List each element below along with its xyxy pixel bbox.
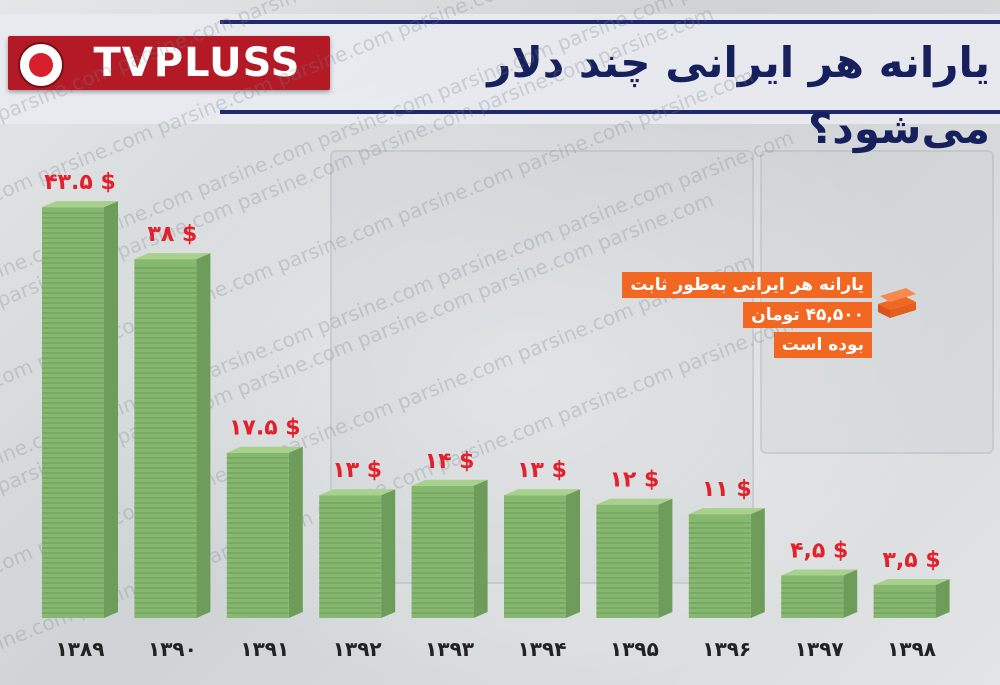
value-label: ۳,۵ $	[883, 548, 941, 573]
money-stack-icon	[878, 288, 916, 318]
x-tick-label: ۱۳۹۴	[518, 637, 567, 661]
x-tick-label: ۱۳۹۰	[148, 637, 197, 661]
x-tick-label: ۱۳۹۸	[887, 637, 936, 661]
bar	[596, 504, 659, 618]
chart-title: یارانه هر ایرانی چند دلار می‌شود؟	[487, 38, 990, 153]
bar-top	[319, 489, 396, 496]
header-stripe-top	[220, 20, 1000, 24]
bar-side	[104, 201, 118, 618]
x-tick-label: ۱۳۹۳	[425, 637, 474, 661]
bar-top	[411, 479, 488, 486]
annotation-line: یارانه هر ایرانی به‌طور ثابت	[622, 272, 872, 298]
brand-name: TVPLUSS	[93, 40, 301, 86]
x-tick-label: ۱۳۹۱	[240, 637, 289, 661]
value-label: ۱۱ $	[702, 477, 752, 502]
bar-top	[226, 446, 303, 453]
bar-side	[196, 253, 211, 618]
bar-side	[381, 489, 396, 618]
bar-top	[873, 578, 950, 585]
bar-side	[288, 446, 303, 618]
x-tick-label: ۱۳۹۵	[610, 637, 659, 661]
bar-side	[935, 578, 950, 618]
bar-side	[658, 498, 673, 618]
bar	[134, 259, 197, 618]
bar	[42, 207, 104, 618]
bar	[504, 495, 566, 618]
value-label: ۱۷.۵ $	[229, 416, 301, 441]
bar	[226, 452, 289, 618]
bar	[873, 584, 936, 618]
value-label: ۱۳ $	[517, 458, 567, 483]
bar-top	[42, 201, 118, 208]
bar-side	[566, 489, 580, 618]
watermark-text: parsine.com parsine.com parsine.com pars…	[0, 311, 797, 671]
bar-side	[473, 479, 488, 618]
bar-side	[750, 508, 765, 618]
value-label: ۳۸ $	[147, 222, 197, 247]
x-tick-label: ۱۳۹۲	[333, 637, 382, 661]
annotation-line: بوده است	[773, 332, 872, 358]
value-label: ۴,۵ $	[790, 539, 848, 564]
bar-top	[688, 508, 765, 515]
value-label: ۱۲ $	[609, 468, 659, 493]
bar-top	[781, 569, 858, 576]
bar	[319, 495, 382, 618]
x-tick-label: ۱۳۹۷	[795, 637, 844, 661]
brand-logo-icon	[18, 42, 64, 88]
bar-side	[843, 569, 858, 618]
value-label: ۴۳.۵ $	[44, 170, 116, 195]
bar	[411, 485, 474, 618]
bar-top	[504, 489, 580, 496]
value-label: ۱۳ $	[332, 458, 382, 483]
annotation-line: ۴۵,۵۰۰ تومان	[743, 302, 872, 328]
bar	[688, 514, 751, 618]
x-tick-label: ۱۳۹۶	[702, 637, 751, 661]
annotation-callout: یارانه هر ایرانی به‌طور ثابت ۴۵,۵۰۰ توما…	[620, 272, 920, 358]
x-tick-label: ۱۳۸۹	[56, 637, 105, 661]
header-stripe-bottom	[220, 110, 1000, 114]
bar	[781, 575, 844, 618]
bar-top	[596, 498, 673, 505]
brand-logo: TVPLUSS	[8, 36, 330, 90]
bar-top	[134, 253, 211, 260]
value-label: ۱۴ $	[425, 449, 475, 474]
